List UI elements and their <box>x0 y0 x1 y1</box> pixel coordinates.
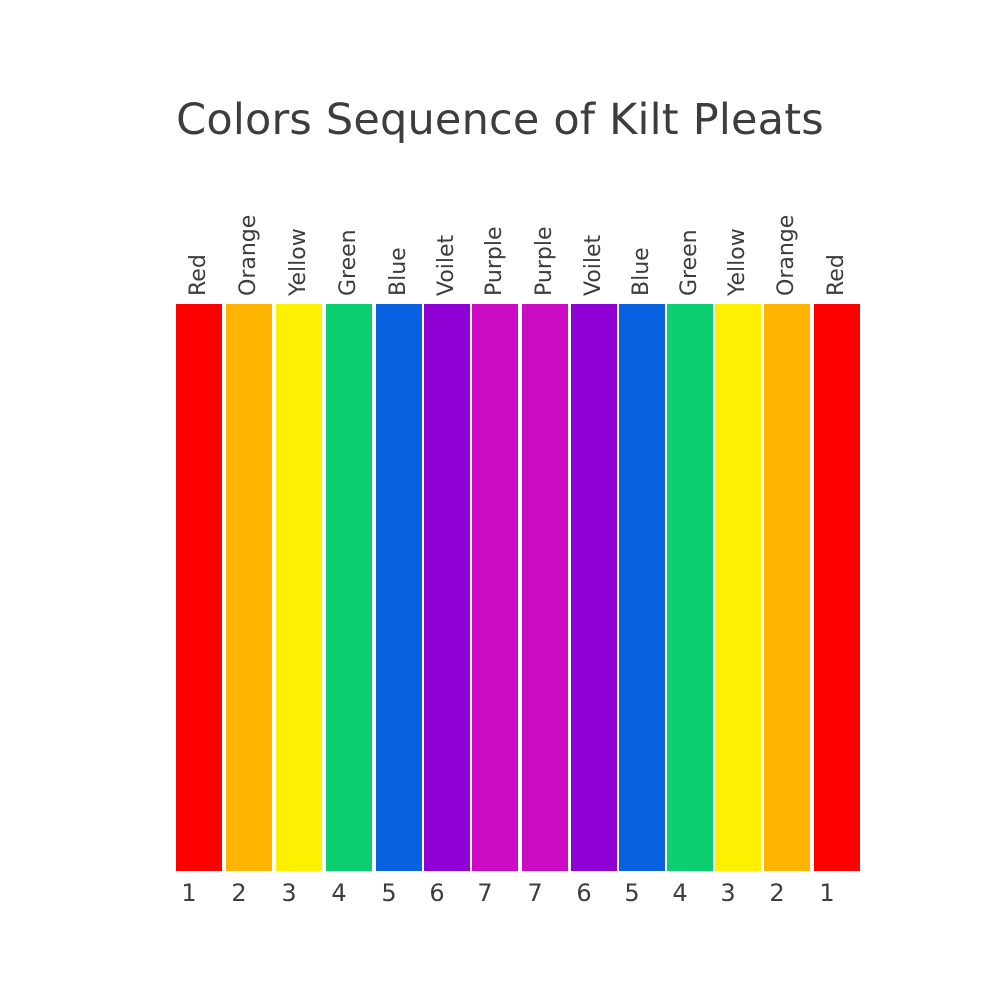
pleat-number-label: 3 <box>281 879 297 907</box>
pleat-stripe <box>619 304 665 871</box>
pleat-stripe <box>424 304 470 871</box>
pleat-stripe <box>667 304 713 871</box>
pleat-stripe <box>814 304 860 871</box>
pleat-stripe <box>472 304 518 871</box>
pleat-stripe <box>226 304 272 871</box>
pleat-number-label: 4 <box>672 879 688 907</box>
pleat-number-label: 1 <box>819 879 835 907</box>
pleat-number-label: 7 <box>527 879 543 907</box>
pleat-number-label: 5 <box>624 879 640 907</box>
pleat-stripe <box>176 304 222 871</box>
pleat-stripe <box>522 304 568 871</box>
pleat-number-label: 6 <box>576 879 592 907</box>
pleat-stripe <box>376 304 422 871</box>
page-title: Colors Sequence of Kilt Pleats <box>176 95 824 145</box>
pleat-number-label: 5 <box>381 879 397 907</box>
pleat-number-label: 6 <box>429 879 445 907</box>
pleat-number-label: 1 <box>181 879 197 907</box>
pleat-number-label: 2 <box>231 879 247 907</box>
pleat-number-label: 3 <box>720 879 736 907</box>
pleat-stripe <box>715 304 761 871</box>
pleat-stripe <box>276 304 322 871</box>
pleat-stripe <box>326 304 372 871</box>
pleat-stripe <box>764 304 810 871</box>
pleat-number-label: 7 <box>477 879 493 907</box>
pleat-stripe <box>571 304 617 871</box>
pleat-number-label: 2 <box>769 879 785 907</box>
pleat-number-label: 4 <box>331 879 347 907</box>
